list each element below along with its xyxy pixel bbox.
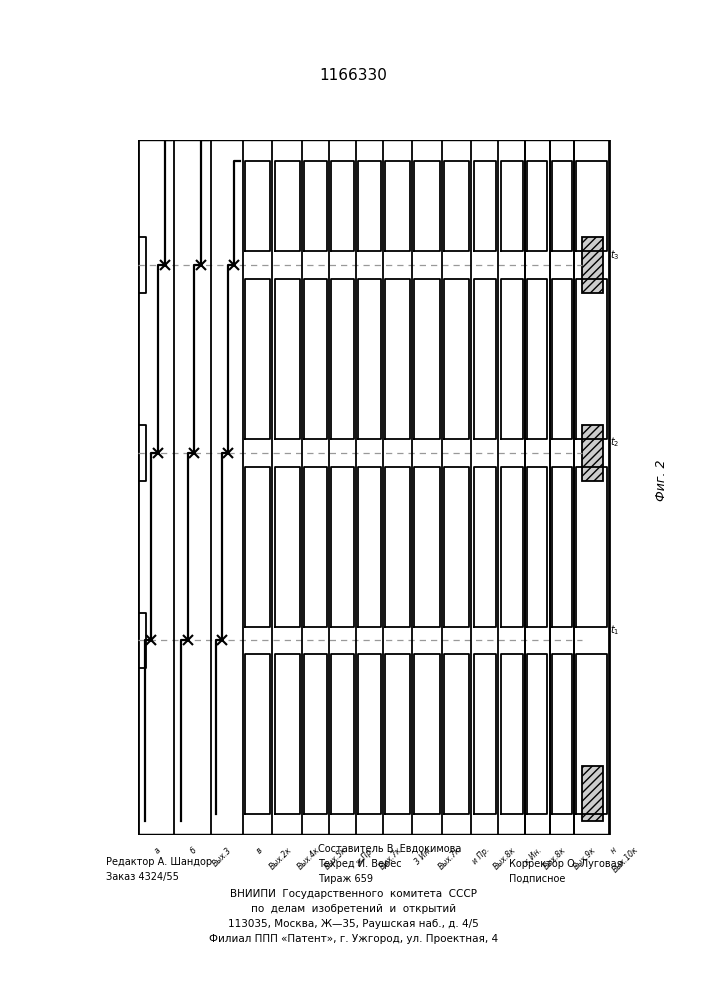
Text: н: н (609, 845, 619, 855)
Text: Вых.8к: Вых.8к (492, 845, 518, 871)
Bar (582, 237, 603, 293)
Text: Фиг. 2: Фиг. 2 (655, 459, 667, 501)
Text: по  делам  изобретений  и  открытий: по делам изобретений и открытий (251, 904, 456, 914)
Text: Вых.3: Вых.3 (211, 845, 233, 868)
Text: 113035, Москва, Ж—35, Раушская наб., д. 4/5: 113035, Москва, Ж—35, Раушская наб., д. … (228, 919, 479, 929)
Text: Подписное: Подписное (509, 874, 566, 884)
Text: Вых.8к: Вых.8к (542, 845, 568, 871)
Text: в: в (255, 845, 264, 855)
Text: Вых.10к: Вых.10к (612, 845, 641, 875)
Text: к Ин.: к Ин. (523, 845, 544, 866)
Text: 3 Ин.: 3 Ин. (413, 845, 433, 866)
Text: ВНИИПИ  Государственного  комитета  СССР: ВНИИПИ Государственного комитета СССР (230, 889, 477, 899)
Text: Составитель В. Евдокимова: Составитель В. Евдокимова (318, 844, 462, 854)
Bar (582, 766, 603, 821)
Text: Вых.7к: Вых.7к (437, 845, 463, 871)
Text: а: а (153, 845, 163, 855)
Bar (582, 425, 603, 481)
Text: Вых.5к: Вых.5к (323, 845, 349, 871)
Text: Вых.7к: Вых.7к (378, 845, 404, 871)
Text: Вых.2к: Вых.2к (268, 845, 293, 871)
Text: Корректор О. Луговая: Корректор О. Луговая (509, 859, 623, 869)
Text: ж Пр.: ж Пр. (354, 845, 375, 868)
Text: Тираж 659: Тираж 659 (318, 874, 373, 884)
Text: $t_3$: $t_3$ (610, 248, 619, 262)
Text: Редактор А. Шандор: Редактор А. Шандор (106, 857, 212, 867)
Text: 1166330: 1166330 (320, 68, 387, 83)
Text: Вых.4к: Вых.4к (296, 845, 322, 871)
Text: $t_1$: $t_1$ (610, 623, 619, 637)
Text: Вых.9к: Вых.9к (572, 845, 597, 871)
Text: и Пр.: и Пр. (471, 845, 491, 866)
Text: Заказ 4324/55: Заказ 4324/55 (106, 872, 179, 882)
Text: б: б (189, 845, 199, 855)
Text: Техред И. Верес: Техред И. Верес (318, 859, 402, 869)
Text: Филиал ППП «Патент», г. Ужгород, ул. Проектная, 4: Филиал ППП «Патент», г. Ужгород, ул. Про… (209, 934, 498, 944)
Text: $t_2$: $t_2$ (610, 435, 619, 449)
